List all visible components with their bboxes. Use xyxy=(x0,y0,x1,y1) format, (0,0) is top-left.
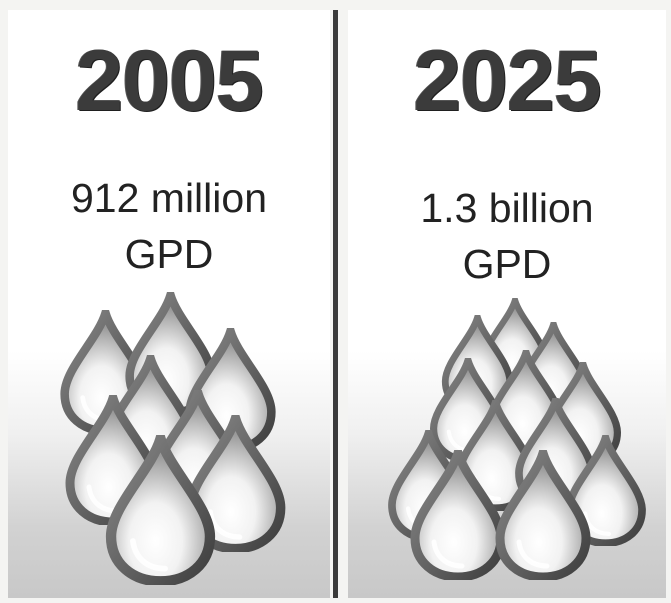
usage-amount-2025: 1.3 billion GPD xyxy=(348,180,666,292)
usage-unit-2005: GPD xyxy=(124,231,214,277)
usage-amount-2005: 912 million GPD xyxy=(8,170,330,282)
usage-unit-2025: GPD xyxy=(462,241,552,287)
panel-2005: 2005 912 million GPD xyxy=(8,10,330,598)
panel-divider xyxy=(333,10,338,598)
usage-value-2025: 1.3 billion xyxy=(420,185,594,231)
water-drops-2005 xyxy=(8,10,330,598)
water-drops-2025 xyxy=(348,10,666,598)
year-heading-2025: 2025 xyxy=(413,33,601,129)
usage-value-2005: 912 million xyxy=(71,175,267,221)
year-heading-2005: 2005 xyxy=(75,33,263,129)
panel-2025: 2025 1.3 billion GPD xyxy=(348,10,666,598)
